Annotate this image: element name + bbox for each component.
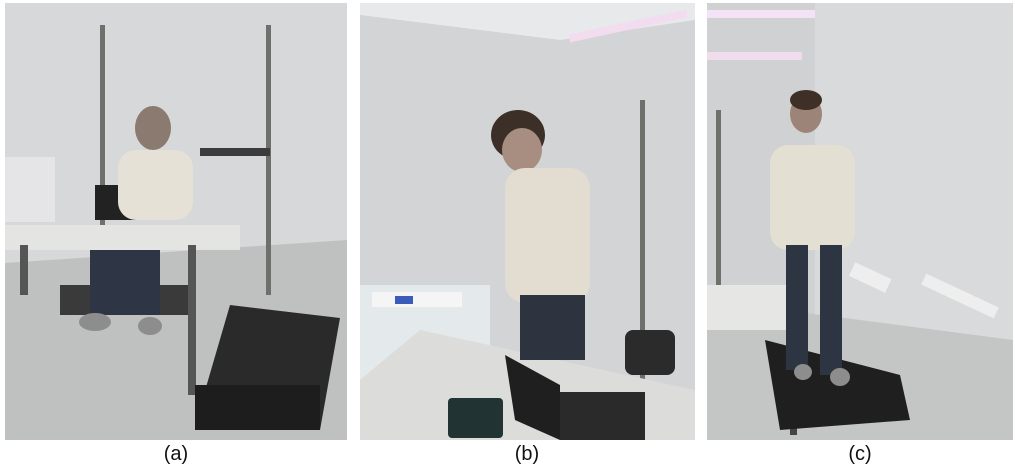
caption: (c): [848, 443, 871, 465]
caption: (a): [164, 443, 188, 465]
photo-b: [360, 3, 695, 440]
photo-a: [5, 3, 347, 440]
caption: (b): [515, 443, 539, 465]
photo-c: [707, 3, 1013, 440]
